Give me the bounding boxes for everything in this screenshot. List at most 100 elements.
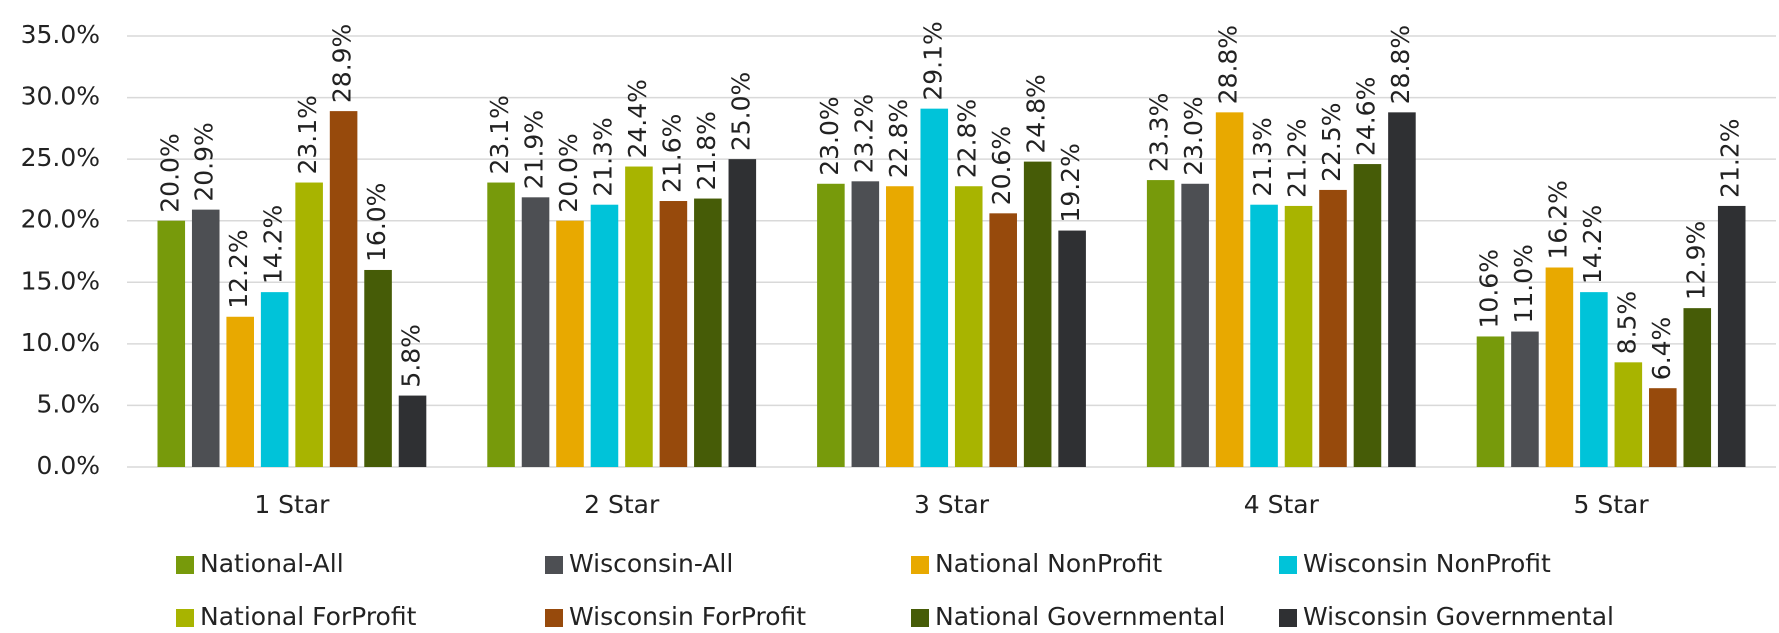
data-label: 21.2% xyxy=(1283,119,1312,198)
legend-label: Wisconsin ForProfit xyxy=(569,602,806,631)
legend-swatch xyxy=(545,609,563,627)
bar xyxy=(556,220,584,467)
legend-label: Wisconsin NonProfit xyxy=(1303,549,1551,578)
bar xyxy=(1319,189,1347,467)
y-tick-label: 5.0% xyxy=(36,389,100,418)
data-label: 5.8% xyxy=(397,324,426,388)
data-label: 28.8% xyxy=(1386,25,1415,104)
bar xyxy=(1614,362,1643,467)
bar xyxy=(1353,164,1382,467)
y-tick-label: 15.0% xyxy=(21,266,100,295)
data-label: 21.3% xyxy=(1248,117,1277,196)
data-label: 24.4% xyxy=(623,79,652,158)
bar xyxy=(1058,230,1086,467)
bar xyxy=(1284,205,1313,468)
data-label: 22.8% xyxy=(953,99,982,178)
data-label: 21.8% xyxy=(692,111,721,190)
bar xyxy=(191,209,220,468)
bar xyxy=(398,395,427,467)
data-label: 12.2% xyxy=(224,229,253,308)
data-label: 16.2% xyxy=(1543,180,1572,259)
bar xyxy=(521,197,550,467)
bar xyxy=(1545,267,1574,467)
data-label: 22.5% xyxy=(1317,103,1346,182)
y-tick-label: 20.0% xyxy=(21,205,100,234)
data-label: 24.6% xyxy=(1351,77,1380,156)
bar xyxy=(157,220,186,467)
bar xyxy=(1215,112,1244,467)
data-label: 20.6% xyxy=(987,126,1016,205)
data-label: 21.6% xyxy=(657,114,686,193)
data-label: 28.9% xyxy=(328,24,357,103)
bar xyxy=(659,201,688,468)
bar xyxy=(487,182,515,468)
data-label: 21.9% xyxy=(520,110,549,189)
data-label: 20.0% xyxy=(155,133,184,212)
data-label: 23.0% xyxy=(815,96,844,175)
legend-swatch xyxy=(176,556,194,574)
data-label: 14.2% xyxy=(1578,205,1607,284)
data-label: 28.8% xyxy=(1214,25,1243,104)
bar xyxy=(226,316,254,467)
legend-swatch xyxy=(176,609,194,627)
data-label: 23.2% xyxy=(849,94,878,173)
data-label: 25.0% xyxy=(726,72,755,151)
bar xyxy=(1649,388,1677,467)
bar xyxy=(954,186,983,467)
data-label: 21.2% xyxy=(1716,119,1745,198)
legend-label: National-All xyxy=(200,549,344,578)
bar xyxy=(590,204,619,467)
x-tick-label: 2 Star xyxy=(584,490,660,519)
bar xyxy=(1717,205,1746,468)
y-tick-label: 25.0% xyxy=(21,143,100,172)
bar xyxy=(851,181,880,467)
data-label: 23.1% xyxy=(485,95,514,174)
legend-label: Wisconsin-All xyxy=(569,549,733,578)
bar xyxy=(694,198,722,467)
data-label: 20.0% xyxy=(554,133,583,212)
bar xyxy=(295,182,323,468)
data-label: 22.8% xyxy=(884,99,913,178)
data-label: 23.3% xyxy=(1145,93,1174,172)
bar xyxy=(260,292,289,467)
data-label: 14.2% xyxy=(259,205,288,284)
data-label: 29.1% xyxy=(918,21,947,100)
legend-label: National Governmental xyxy=(935,602,1225,631)
data-label: 16.0% xyxy=(362,183,391,262)
legend-swatch xyxy=(545,556,563,574)
legend-swatch xyxy=(1279,609,1297,627)
x-tick-label: 3 Star xyxy=(914,490,990,519)
bar xyxy=(920,108,949,467)
data-label: 20.9% xyxy=(190,122,219,201)
legend-label: Wisconsin Governmental xyxy=(1303,602,1614,631)
bar xyxy=(1146,180,1175,467)
data-label: 23.1% xyxy=(293,95,322,174)
bar xyxy=(329,111,358,468)
data-label: 21.3% xyxy=(588,117,617,196)
bar xyxy=(1181,183,1209,467)
x-tick-label: 4 Star xyxy=(1244,490,1320,519)
data-label: 19.2% xyxy=(1056,143,1085,222)
legend-swatch xyxy=(1279,556,1297,574)
data-label: 10.6% xyxy=(1474,249,1503,328)
y-tick-label: 30.0% xyxy=(21,82,100,111)
bar xyxy=(364,269,392,467)
bar xyxy=(1250,204,1278,467)
bar xyxy=(1511,331,1539,467)
legend-swatch xyxy=(911,556,929,574)
bar xyxy=(625,166,653,467)
y-tick-label: 0.0% xyxy=(36,451,100,480)
x-tick-label: 1 Star xyxy=(254,490,330,519)
bar xyxy=(1388,112,1416,467)
data-label: 11.0% xyxy=(1509,244,1538,323)
bar xyxy=(1580,292,1608,467)
legend-label: National ForProfit xyxy=(200,602,417,631)
data-label: 23.0% xyxy=(1179,96,1208,175)
y-tick-label: 35.0% xyxy=(21,20,100,49)
x-tick-label: 5 Star xyxy=(1574,490,1650,519)
bar xyxy=(1476,336,1505,467)
data-label: 12.9% xyxy=(1681,221,1710,300)
bar xyxy=(817,183,845,467)
bar xyxy=(728,159,757,467)
